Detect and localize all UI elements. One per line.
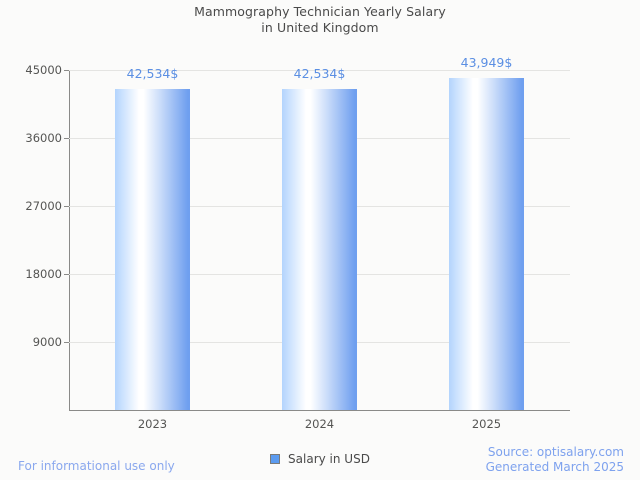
y-axis-tick-mark [64,206,69,207]
y-axis-tick-label: 36000 [25,131,62,145]
source-attribution: Source: optisalary.com Generated March 2… [486,445,624,475]
x-axis-tick-label: 2025 [471,417,502,431]
generated-date-text: Generated March 2025 [485,460,624,474]
gridline [69,70,570,71]
x-axis-line [69,410,570,411]
legend-swatch-icon [270,454,281,464]
y-axis-tick-label: 18000 [25,267,62,281]
bar-2024[interactable] [282,88,357,410]
y-axis-tick-label: 9000 [32,335,62,349]
y-axis-line [69,70,70,411]
chart-title-line-1: Mammography Technician Yearly Salary [194,4,446,19]
y-axis-labels: 9000 18000 27000 36000 45000 [0,0,62,480]
bar-value-label: 42,534$ [126,65,179,81]
legend-item-label: Salary in USD [288,452,370,466]
y-axis-tick-mark [64,70,69,71]
source-text: Source: optisalary.com [487,445,624,459]
x-axis-tick-label: 2024 [304,417,335,431]
page-title: Mammography Technician Yearly Salary in … [0,4,640,36]
y-axis-tick-label: 27000 [25,199,62,213]
y-axis-tick-label: 45000 [25,63,62,77]
x-axis-tick-label: 2023 [137,417,168,431]
plot-area [69,70,570,410]
disclaimer-text: For informational use only [18,459,175,473]
chart-legend: Salary in USD [0,452,640,466]
bar-2025[interactable] [449,77,524,410]
y-axis-tick-mark [64,342,69,343]
y-axis-tick-mark [64,274,69,275]
bar-value-label: 43,949$ [460,54,513,70]
bar-2023[interactable] [115,88,190,410]
chart-title-line-2: in United Kingdom [261,20,379,35]
bar-value-label: 42,534$ [293,65,346,81]
y-axis-tick-mark [64,138,69,139]
